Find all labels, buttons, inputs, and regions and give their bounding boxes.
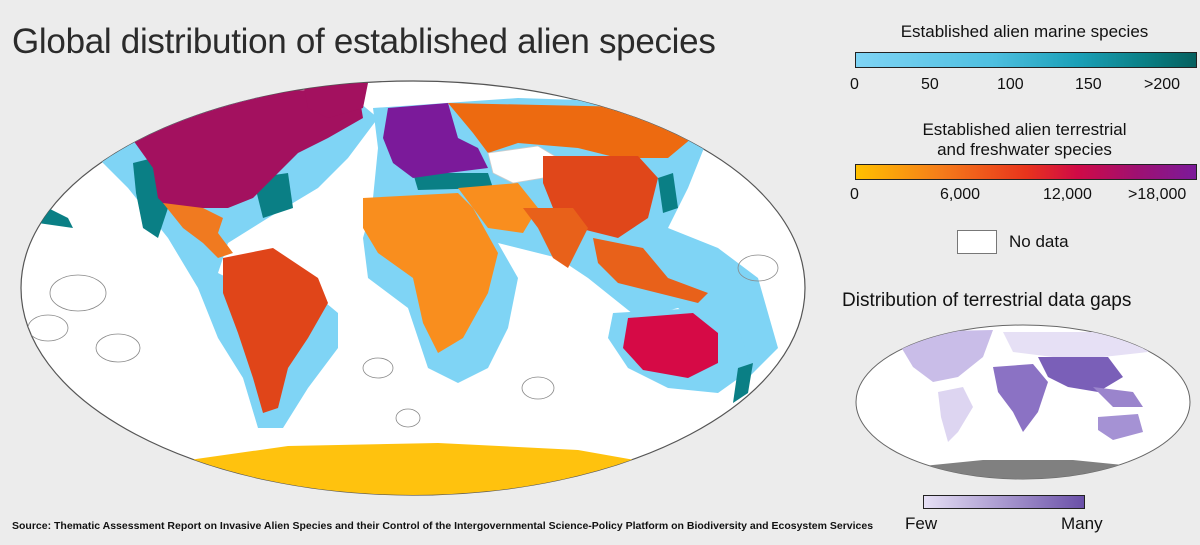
no-data-label: No data bbox=[1009, 232, 1069, 251]
gaps-high-label: Many bbox=[1061, 514, 1103, 533]
land-greenland bbox=[303, 83, 368, 118]
inset-asia bbox=[1038, 357, 1123, 392]
terrestrial-tick-3: >18,000 bbox=[1128, 186, 1187, 203]
inset-north-america bbox=[898, 330, 993, 382]
marine-dense-westcoast-na bbox=[133, 158, 168, 238]
no-data-swatch bbox=[957, 230, 997, 254]
source-note: Source: Thematic Assessment Report on In… bbox=[12, 520, 874, 532]
gaps-colorbar bbox=[923, 495, 1085, 509]
marine-dense-mediterranean bbox=[413, 173, 493, 190]
marine-tick-3: 150 bbox=[1075, 76, 1102, 93]
inset-australia bbox=[1098, 414, 1143, 440]
terrestrial-legend-title-line2: and freshwater species bbox=[937, 140, 1112, 159]
marine-tick-1: 50 bbox=[921, 76, 939, 93]
terrestrial-tick-0: 0 bbox=[850, 186, 859, 203]
marine-colorbar bbox=[855, 52, 1197, 68]
land-europe bbox=[383, 103, 488, 178]
marine-legend-title: Established alien marine species bbox=[900, 22, 1149, 41]
eez-outlines bbox=[27, 254, 779, 428]
inset-south-america bbox=[938, 387, 973, 442]
gaps-legend-title: Distribution of terrestrial data gaps bbox=[842, 290, 1132, 311]
land-middle-east bbox=[458, 183, 538, 233]
inset-europe-russia bbox=[1003, 332, 1153, 357]
terrestrial-legend-title-line1: Established alien terrestrial bbox=[922, 120, 1127, 139]
page-title: Global distribution of established alien… bbox=[12, 22, 716, 61]
land-central-america bbox=[163, 203, 233, 258]
terrestrial-tick-1: 6,000 bbox=[940, 186, 981, 203]
land-southeast-asia bbox=[593, 238, 708, 303]
terrestrial-colorbar bbox=[855, 164, 1197, 180]
data-gaps-map bbox=[855, 324, 1191, 480]
world-map bbox=[20, 80, 806, 496]
marine-tick-4: >200 bbox=[1144, 76, 1181, 93]
terrestrial-tick-2: 12,000 bbox=[1043, 186, 1092, 203]
land-new-zealand bbox=[733, 363, 753, 403]
marine-tick-0: 0 bbox=[850, 76, 859, 93]
gaps-low-label: Few bbox=[905, 514, 938, 533]
marine-tick-2: 100 bbox=[997, 76, 1024, 93]
land-south-asia bbox=[523, 208, 588, 268]
inset-africa bbox=[993, 364, 1048, 432]
marine-dense-japan bbox=[658, 173, 678, 213]
land-australia bbox=[623, 313, 718, 378]
inset-southeast-asia bbox=[1093, 387, 1143, 407]
land-south-america bbox=[223, 248, 328, 413]
land-africa bbox=[363, 193, 498, 353]
